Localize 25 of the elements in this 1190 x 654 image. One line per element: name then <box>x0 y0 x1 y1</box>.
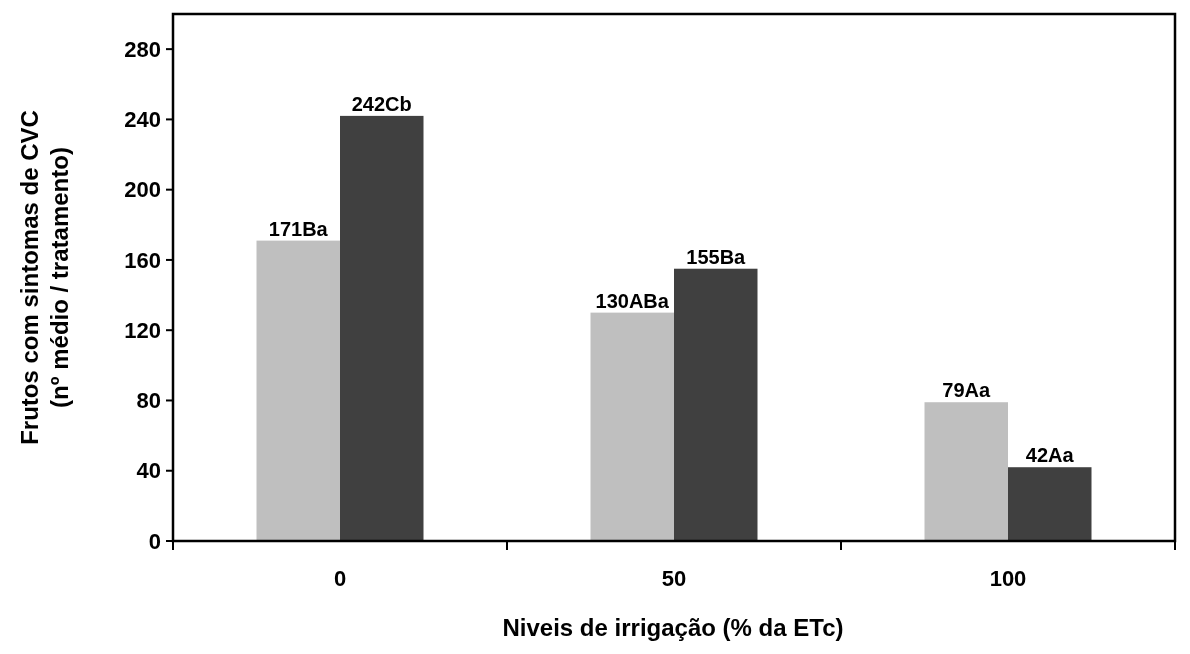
data-label: 242Cb <box>351 92 412 115</box>
bar <box>590 312 674 541</box>
data-label: 155Ba <box>686 245 747 268</box>
data-label: 130ABa <box>595 289 670 312</box>
bar <box>674 268 758 541</box>
bar <box>256 240 340 541</box>
bar <box>340 115 424 541</box>
data-label: 171Ba <box>268 217 329 240</box>
y-tick-label: 240 <box>124 107 161 133</box>
x-tick-label: 100 <box>989 566 1027 591</box>
y-axis-title: Frutos com sintomas de CVC (nº médio / tratamento) <box>16 110 73 445</box>
y-tick-label: 80 <box>136 388 161 414</box>
data-label: 42Aa <box>1025 444 1075 467</box>
bar <box>1008 467 1092 541</box>
y-tick-label: 40 <box>136 458 161 484</box>
y-tick-label: 280 <box>124 36 161 62</box>
y-tick-label: 120 <box>124 317 161 343</box>
y-tick-label: 160 <box>124 247 161 273</box>
x-tick-label: 0 <box>333 566 347 591</box>
bar <box>924 402 1008 541</box>
y-tick-label: 200 <box>124 177 161 203</box>
y-tick-label: 0 <box>148 528 161 554</box>
data-label: 79Aa <box>942 379 992 402</box>
x-axis-title: Niveis de irrigação (% da ETc) <box>502 614 844 641</box>
x-tick-label: 50 <box>661 566 687 591</box>
